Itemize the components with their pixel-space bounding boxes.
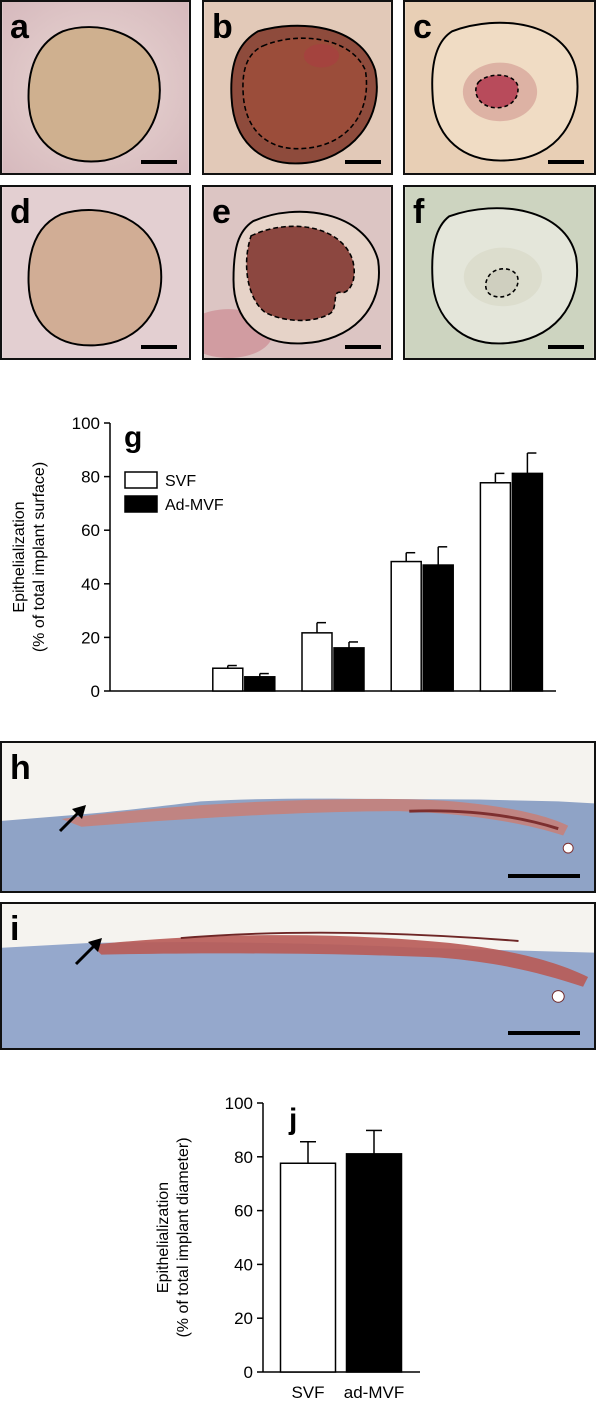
photo-d <box>2 187 189 358</box>
arrow-icon <box>74 938 102 966</box>
bar-SVF <box>279 1162 337 1373</box>
photo-panel-f: f <box>403 185 596 360</box>
panel-label-g: g <box>124 421 142 454</box>
bar-Ad-MVF <box>511 472 544 692</box>
y-tick-label: 20 <box>81 628 100 647</box>
x-tick-label: d14 <box>497 702 525 705</box>
photo-e <box>204 187 391 358</box>
chart-g: 0 20 40 60 80 100 d0 d3 d6 d10 d14 SVF Ad-MVF g Epithe… <box>11 414 556 705</box>
photo-panel-d: d <box>0 185 191 360</box>
histology-image-h <box>2 743 594 891</box>
y-axis-label-line2: (% of total implant diameter) <box>175 1137 192 1337</box>
panel-label-f: f <box>413 193 425 231</box>
histology-panel-i: i <box>0 902 596 1050</box>
bar-ad-MVF <box>345 1153 403 1373</box>
arrow-icon <box>58 805 86 833</box>
y-tick-label: 0 <box>244 1363 253 1382</box>
panel-label-j: j <box>288 1103 297 1136</box>
y-axis-label: Epithelialization (% of total implant dia… <box>155 1137 192 1337</box>
legend-swatch-Ad-MVF <box>124 495 158 513</box>
photo-c <box>405 2 594 173</box>
y-axis-label-line2: (% of total implant surface) <box>31 462 48 652</box>
y-axis-label-line1: Epithelialization <box>11 501 28 612</box>
x-tick-label: d6 <box>324 702 343 705</box>
legend-label: SVF <box>165 473 196 490</box>
scale-bar <box>345 345 381 349</box>
x-tick-label: d10 <box>408 702 436 705</box>
y-tick-label: 60 <box>81 521 100 540</box>
scale-bar <box>141 160 177 164</box>
bar-SVF <box>212 667 244 692</box>
y-tick-label: 100 <box>225 1094 253 1113</box>
scale-bar <box>548 160 584 164</box>
photo-panel-a: a <box>0 0 191 175</box>
y-tick-label: 0 <box>91 682 100 701</box>
photo-b <box>204 2 391 173</box>
scale-bar <box>508 1031 580 1035</box>
bar-Ad-MVF <box>333 647 365 692</box>
y-axis-label-line1: Epithelialization <box>155 1182 172 1293</box>
bar-SVF <box>479 482 512 692</box>
panel-label-d: d <box>10 193 31 231</box>
x-tick-label: d3 <box>234 702 253 705</box>
scale-bar <box>508 874 580 878</box>
photo-a <box>2 2 189 173</box>
y-tick-label: 40 <box>81 575 100 594</box>
panel-label-e: e <box>212 193 231 231</box>
x-tick-label: d0 <box>145 702 164 705</box>
photo-f <box>405 187 594 358</box>
photo-panel-c: c <box>403 0 596 175</box>
y-tick-label: 20 <box>234 1309 253 1328</box>
x-tick-label: ad-MVF <box>344 1383 404 1402</box>
legend-label: Ad-MVF <box>165 497 224 514</box>
bar-Ad-MVF <box>422 564 454 692</box>
y-tick-label: 80 <box>234 1148 253 1167</box>
scale-bar <box>345 160 381 164</box>
y-tick-label: 40 <box>234 1255 253 1274</box>
bar-SVF <box>301 632 333 692</box>
scale-bar <box>548 345 584 349</box>
photo-panel-e: e <box>202 185 393 360</box>
histology-image-i <box>2 904 594 1048</box>
x-tick-label: SVF <box>291 1383 324 1402</box>
photo-panel-b: b <box>202 0 393 175</box>
panel-label-i: i <box>10 910 20 948</box>
y-tick-label: 80 <box>81 468 100 487</box>
panel-label-c: c <box>413 8 432 46</box>
y-tick-label: 60 <box>234 1202 253 1221</box>
y-tick-label: 100 <box>72 414 100 433</box>
panel-label-b: b <box>212 8 233 46</box>
legend-swatch-SVF <box>124 471 158 489</box>
panel-label-h: h <box>10 749 31 787</box>
chart-j: 0 20 40 60 80 100 SVF ad-MVF j Epithelialization(… <box>155 1094 420 1402</box>
bar-Ad-MVF <box>244 676 276 692</box>
panel-label-a: a <box>10 8 29 46</box>
y-axis-label: Epithelialization (% of total implant sur… <box>11 462 48 652</box>
bar-SVF <box>390 560 422 692</box>
histology-panel-h: h <box>0 741 596 893</box>
scale-bar <box>141 345 177 349</box>
